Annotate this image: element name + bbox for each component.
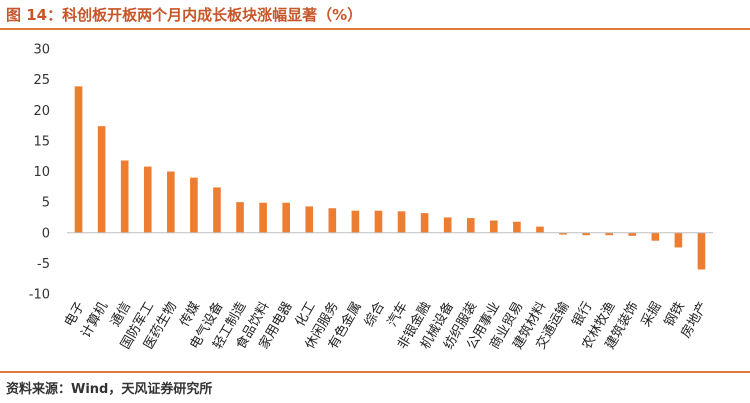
y-tick-label: 10 — [33, 165, 50, 180]
source-note: 资料来源：Wind，天风证券研究所 — [6, 382, 213, 397]
bar — [582, 232, 590, 236]
bar — [513, 221, 521, 233]
x-category-label: 采掘 — [639, 300, 665, 330]
bar — [167, 171, 175, 233]
bar — [490, 220, 498, 233]
y-tick-label: 5 — [42, 196, 50, 211]
y-tick-label: 15 — [33, 134, 50, 149]
y-tick-label: 30 — [33, 43, 50, 58]
bars — [74, 86, 706, 270]
bar — [120, 160, 129, 233]
y-tick-label: -10 — [29, 288, 50, 303]
bar — [536, 226, 544, 233]
chart-title: 图 14：科创板开板两个月内成长板块涨幅显著（%） — [6, 6, 363, 24]
top-divider — [0, 28, 750, 30]
bar — [351, 210, 360, 233]
bar — [628, 232, 637, 236]
y-tick-label: 20 — [33, 104, 50, 119]
x-axis-labels: 电子计算机通信国防军工医药生物传媒电气设备轻工制造食品饮料家用电器化工休闲服务有… — [62, 299, 711, 352]
y-tick-label: -5 — [37, 257, 50, 272]
y-axis: -10 -5 0 5 10 15 20 25 30 — [29, 43, 50, 303]
bar — [420, 213, 429, 233]
bar — [328, 208, 337, 233]
bar — [74, 86, 83, 233]
bar — [559, 232, 567, 235]
bar — [259, 202, 267, 233]
bar — [674, 232, 683, 248]
bar — [282, 202, 290, 233]
y-tick-label: 0 — [42, 226, 50, 241]
y-tick-label: 25 — [33, 73, 50, 88]
bar — [466, 218, 475, 233]
bar — [651, 232, 660, 241]
bar — [305, 206, 314, 233]
bar — [443, 217, 452, 233]
bottom-divider — [0, 371, 750, 373]
bar — [213, 187, 221, 233]
bar — [397, 211, 406, 233]
bar — [697, 232, 706, 270]
bar — [236, 202, 244, 233]
bar — [374, 210, 383, 233]
bar — [97, 126, 106, 233]
bar — [190, 177, 198, 233]
x-category-label: 综合 — [362, 300, 388, 330]
bar — [605, 232, 613, 236]
bar — [143, 166, 152, 233]
